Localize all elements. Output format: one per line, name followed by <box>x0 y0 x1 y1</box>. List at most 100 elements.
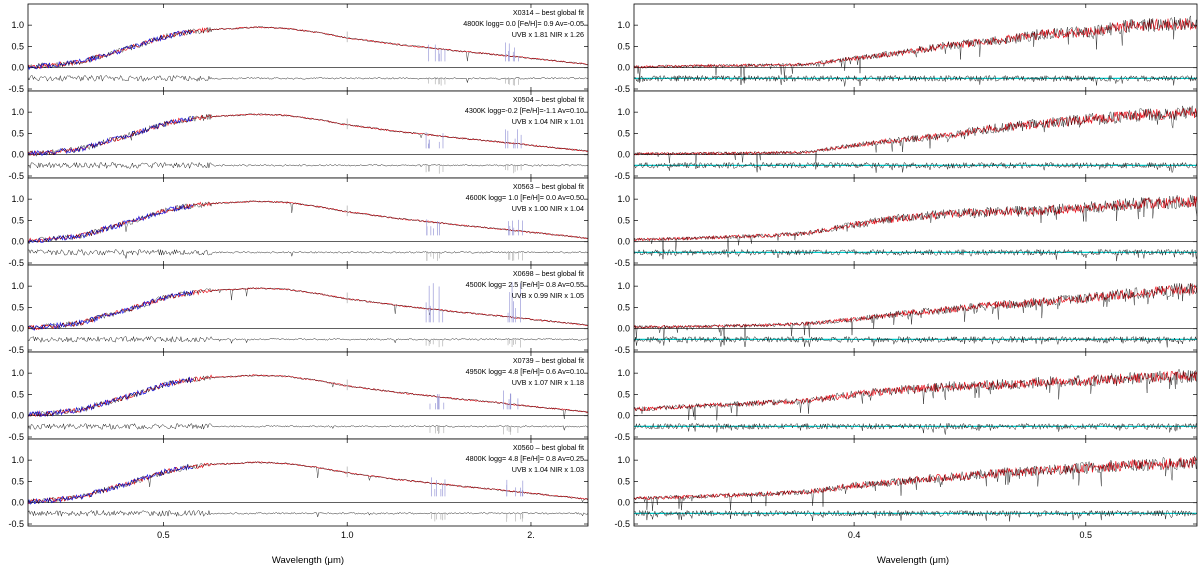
y-tick-label: 1.0 <box>11 455 24 465</box>
right-panel-1: -0.5 0.0 0.5 1.0 <box>614 3 1198 94</box>
left-x-axis-label: Wavelength (μm) <box>272 555 344 566</box>
fit-annotation-line: X0560 – best global fit <box>513 443 584 452</box>
y-tick-label: 1.0 <box>617 455 630 465</box>
fit-annotation-line: 4500K logg= 2.5 [Fe/H]= 0.8 Av=0.55 <box>466 280 584 289</box>
y-tick-label: 0.0 <box>617 324 630 334</box>
y-tick-label: 0.5 <box>617 302 630 312</box>
y-tick-label: -0.5 <box>8 345 24 355</box>
model-series <box>633 18 1198 69</box>
panel-background <box>28 439 588 526</box>
panel-background <box>634 91 1197 178</box>
fit-annotation-line: 4800K logg= 0.0 [Fe/H]= 0.9 Av=-0.05 <box>463 19 584 28</box>
y-tick-label: -0.5 <box>614 84 630 94</box>
panel-background <box>28 265 588 352</box>
residual-series <box>27 422 589 432</box>
observed-series <box>633 105 1198 167</box>
y-tick-label: 1.0 <box>11 107 24 117</box>
y-tick-label: 1.0 <box>617 107 630 117</box>
observed-series <box>27 200 589 245</box>
residual-series <box>633 74 1198 87</box>
y-tick-label: -0.5 <box>614 432 630 442</box>
fit-annotation-line: 4600K logg= 1.0 [Fe/H]= 0.0 Av=0.50 <box>466 193 584 202</box>
left-panel-2: -0.5 0.0 0.5 1.0 X0504 – best global fit 4300… <box>8 90 589 181</box>
y-tick-label: -0.5 <box>8 84 24 94</box>
fit-annotation-line: UVB x 1.04 NIR x 1.03 <box>512 465 584 474</box>
uvb-arm-series <box>27 376 194 418</box>
model-series <box>633 195 1198 242</box>
panel-background <box>28 178 588 265</box>
left-panel-5: -0.5 0.0 0.5 1.0 X0739 – best global fit 4950… <box>8 351 589 442</box>
y-tick-label: -0.5 <box>614 519 630 529</box>
panel-background <box>28 352 588 439</box>
observed-series <box>27 287 589 331</box>
fit-annotation-line: UVB x 1.00 NIR x 1.04 <box>512 204 584 213</box>
panel-frame <box>27 438 589 527</box>
observed-series <box>27 461 589 505</box>
residual-series <box>27 509 589 518</box>
y-tick-label: 0.5 <box>617 215 630 225</box>
y-tick-label: -0.5 <box>8 432 24 442</box>
residual-series <box>633 248 1198 262</box>
y-tick-label: 0.0 <box>617 498 630 508</box>
residual-series <box>633 335 1198 348</box>
y-tick-label: 0.0 <box>11 63 24 73</box>
panel-frame <box>633 438 1198 527</box>
right-panel-6: -0.5 0.0 0.5 1.0 <box>614 438 1198 529</box>
y-tick-label: 0.0 <box>11 498 24 508</box>
y-tick-label: 0.5 <box>11 128 24 138</box>
fit-annotation-line: X0739 – best global fit <box>513 356 584 365</box>
fit-annotation-line: UVB x 1.07 NIR x 1.18 <box>512 378 584 387</box>
fit-annotation-line: UVB x 1.81 NIR x 1.26 <box>512 30 584 39</box>
fit-annotation-line: UVB x 1.04 NIR x 1.01 <box>512 117 584 126</box>
right-panel-3: -0.5 0.0 0.5 1.0 <box>614 177 1198 268</box>
observed-series <box>633 194 1198 253</box>
y-tick-label: 0.0 <box>617 411 630 421</box>
left-panel-1: -0.5 0.0 0.5 1.0 X0314 – best global fit 4800… <box>8 3 589 94</box>
observed-series <box>633 15 1198 81</box>
fit-annotation-line: 4800K logg= 4.8 [Fe/H]= 0.8 Av=0.25 <box>466 454 584 463</box>
residual-series <box>27 161 588 170</box>
y-tick-label: 1.0 <box>11 368 24 378</box>
y-tick-label: -0.5 <box>614 345 630 355</box>
y-tick-label: 0.5 <box>11 389 24 399</box>
y-tick-label: 0.5 <box>11 302 24 312</box>
residual-series <box>633 509 1198 522</box>
y-tick-label: 0.0 <box>11 411 24 421</box>
left-panel-6: -0.5 0.0 0.5 1.0 X0560 – best global fit 4800… <box>8 438 589 529</box>
right-panel-2: -0.5 0.0 0.5 1.0 <box>614 90 1198 181</box>
y-tick-label: 1.0 <box>617 368 630 378</box>
y-tick-label: 0.0 <box>617 150 630 160</box>
observed-series <box>633 283 1198 340</box>
y-tick-label: 0.0 <box>617 237 630 247</box>
y-tick-label: 1.0 <box>11 20 24 30</box>
y-tick-label: 1.0 <box>11 281 24 291</box>
left-column-panels: -0.5 0.0 0.5 1.0 X0314 – best global fit 4800… <box>8 3 589 529</box>
observed-series <box>27 26 589 69</box>
y-tick-label: 0.5 <box>11 41 24 51</box>
residual-series <box>633 161 1198 174</box>
residual-series <box>27 336 589 345</box>
left-x-tick-label: 2. <box>527 530 535 540</box>
y-tick-label: 0.0 <box>11 237 24 247</box>
fit-annotation-line: X0563 – best global fit <box>513 182 584 191</box>
fit-annotation-line: X0314 – best global fit <box>513 8 584 17</box>
residual-series <box>27 74 589 84</box>
y-tick-label: -0.5 <box>8 519 24 529</box>
y-tick-label: 0.5 <box>11 215 24 225</box>
right-panel-4: -0.5 0.0 0.5 1.0 <box>614 264 1198 355</box>
y-tick-label: 0.5 <box>617 41 630 51</box>
fit-annotation-line: X0504 – best global fit <box>513 95 584 104</box>
y-tick-label: 0.5 <box>11 476 24 486</box>
fit-annotation-line: X0698 – best global fit <box>513 269 584 278</box>
left-panel-4: -0.5 0.0 0.5 1.0 X0698 – best global fit 4500… <box>8 264 589 355</box>
fit-annotation-line: 4300K logg=-0.2 [Fe/H]=-1.1 Av=0.10 <box>465 106 584 115</box>
right-x-tick-label: 0.5 <box>1080 530 1093 540</box>
y-tick-label: 1.0 <box>617 20 630 30</box>
y-tick-label: -0.5 <box>614 258 630 268</box>
fit-annotation-line: UVB x 0.99 NIR x 1.05 <box>512 291 584 300</box>
model-series <box>633 370 1198 412</box>
right-column-panels: -0.5 0.0 0.5 1.0 -0.5 0.0 0.5 1.0 -0.5 0.0 0.5 1.0 -… <box>614 3 1198 529</box>
y-tick-label: 1.0 <box>617 194 630 204</box>
y-tick-label: 1.0 <box>617 281 630 291</box>
